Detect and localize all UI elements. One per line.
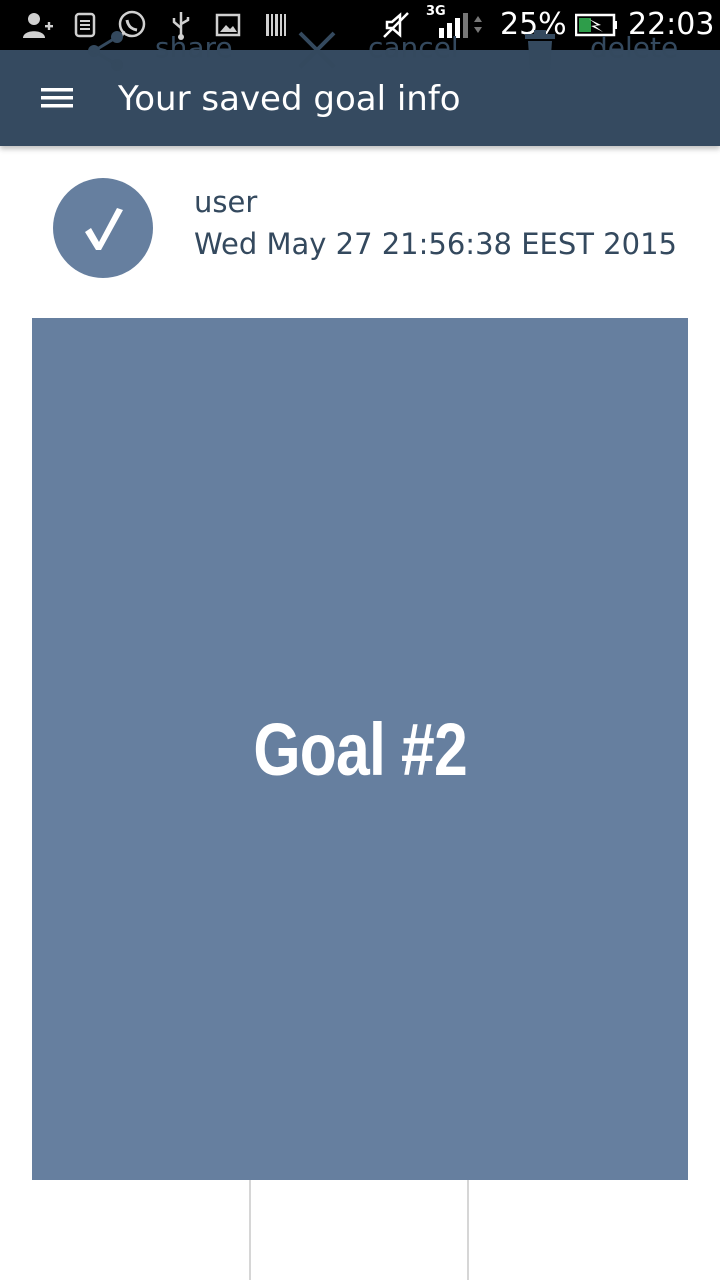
user-name: user <box>194 185 258 219</box>
share-label: share <box>155 31 233 64</box>
share-button[interactable]: share <box>32 0 248 100</box>
hamburger-menu-icon[interactable] <box>28 76 86 120</box>
cancel-label: cancel <box>368 31 459 64</box>
action-bar <box>32 1180 688 1280</box>
network-type: 3G <box>426 4 446 19</box>
clock: 22:03 <box>628 7 715 42</box>
battery-icon <box>574 10 618 40</box>
avatar <box>53 178 153 278</box>
divider <box>467 1180 469 1280</box>
delete-button[interactable]: delete <box>469 0 688 100</box>
barcode-icon <box>264 10 288 40</box>
share-icon <box>86 30 126 76</box>
delete-label: delete <box>590 31 679 64</box>
mute-icon <box>380 10 412 40</box>
page-title: Your saved goal info <box>118 79 461 119</box>
signal-icon <box>436 10 488 40</box>
notes-icon <box>72 10 98 40</box>
trash-icon <box>524 30 556 74</box>
divider <box>249 1180 251 1280</box>
goal-title: Goal #2 <box>253 707 467 791</box>
usb-icon <box>168 10 194 40</box>
image-icon <box>214 10 242 40</box>
check-icon <box>85 208 123 250</box>
add-contact-icon <box>20 10 54 40</box>
cancel-button[interactable]: cancel <box>251 0 467 100</box>
close-icon <box>297 30 337 74</box>
saved-date: Wed May 27 21:56:38 EEST 2015 <box>194 227 677 261</box>
goal-card: Goal #2 <box>32 318 688 1180</box>
